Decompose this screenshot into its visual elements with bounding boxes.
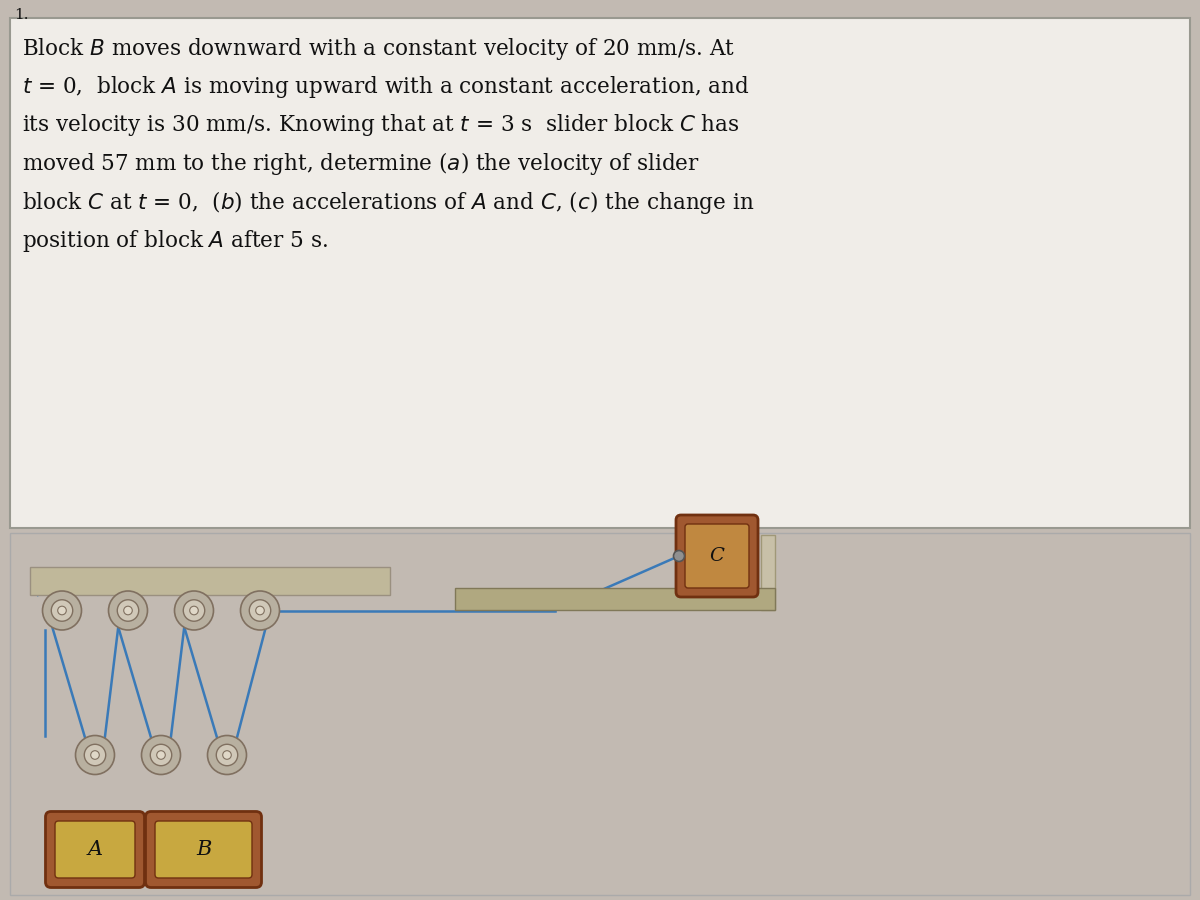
FancyBboxPatch shape [155,821,252,878]
Circle shape [673,551,684,562]
Circle shape [256,607,264,615]
FancyBboxPatch shape [10,18,1190,528]
Circle shape [108,591,148,630]
Circle shape [190,607,198,615]
Text: B: B [196,840,211,859]
Circle shape [223,751,232,760]
FancyBboxPatch shape [46,812,144,887]
Circle shape [157,751,166,760]
FancyBboxPatch shape [55,821,134,878]
Circle shape [52,599,73,621]
Circle shape [174,591,214,630]
Circle shape [184,599,205,621]
Circle shape [91,751,100,760]
Circle shape [142,735,180,775]
Circle shape [76,735,114,775]
Text: A: A [88,840,102,859]
Circle shape [42,591,82,630]
Circle shape [58,607,66,615]
FancyBboxPatch shape [685,524,749,588]
FancyBboxPatch shape [455,588,775,610]
FancyBboxPatch shape [761,535,775,610]
Circle shape [240,591,280,630]
Circle shape [118,599,139,621]
FancyBboxPatch shape [145,812,262,887]
Circle shape [84,744,106,766]
Circle shape [216,744,238,766]
Circle shape [150,744,172,766]
Text: Block $\it{B}$ moves downward with a constant velocity of 20 mm/s. At
$\it{t}$ =: Block $\it{B}$ moves downward with a con… [22,36,755,254]
FancyBboxPatch shape [676,515,758,597]
Text: C: C [709,547,725,565]
Circle shape [208,735,246,775]
Circle shape [250,599,271,621]
Circle shape [124,607,132,615]
Text: 1.: 1. [14,8,29,22]
FancyBboxPatch shape [30,567,390,595]
